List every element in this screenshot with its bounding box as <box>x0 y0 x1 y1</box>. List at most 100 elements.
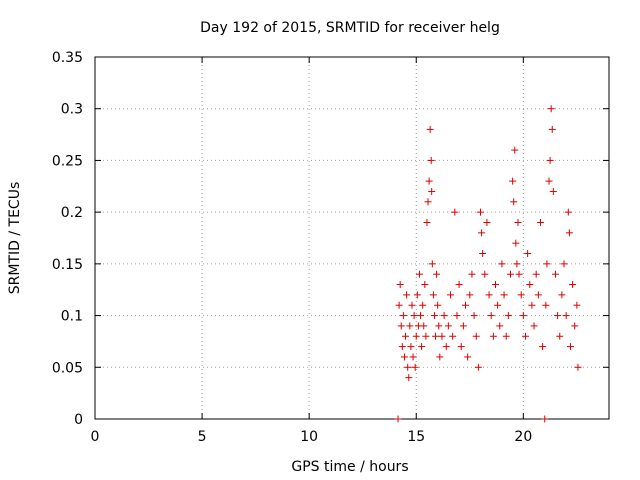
data-point <box>394 415 402 423</box>
data-point <box>419 301 427 309</box>
data-point <box>528 301 536 309</box>
data-point <box>397 322 405 330</box>
data-point <box>434 301 442 309</box>
data-point <box>478 229 486 237</box>
y-tick-label: 0.2 <box>61 205 83 221</box>
data-point <box>400 353 408 361</box>
data-point <box>560 260 568 268</box>
data-point <box>442 343 450 351</box>
data-point <box>455 281 463 289</box>
data-point <box>433 270 441 278</box>
data-point <box>524 250 532 258</box>
data-point <box>428 187 436 195</box>
data-point <box>514 218 522 226</box>
data-point <box>532 270 540 278</box>
data-point <box>464 353 472 361</box>
chart-title: Day 192 of 2015, SRMTID for receiver hel… <box>200 20 500 36</box>
data-point <box>574 363 582 371</box>
data-point <box>402 332 410 340</box>
data-point <box>545 177 553 185</box>
data-point <box>487 312 495 320</box>
data-points <box>394 105 582 423</box>
y-tick-label: 0 <box>74 412 83 428</box>
data-point <box>521 332 529 340</box>
data-point <box>424 198 432 206</box>
data-point <box>407 343 415 351</box>
data-point <box>438 332 446 340</box>
data-point <box>513 260 521 268</box>
data-point <box>571 322 579 330</box>
data-point <box>558 291 566 299</box>
data-point <box>403 291 411 299</box>
data-point <box>542 301 550 309</box>
data-point <box>421 281 429 289</box>
data-point <box>534 291 542 299</box>
data-point <box>426 125 434 133</box>
data-point <box>462 301 470 309</box>
data-point <box>554 312 562 320</box>
data-point <box>548 125 556 133</box>
data-point <box>449 332 457 340</box>
data-point <box>547 105 555 113</box>
data-point <box>415 270 423 278</box>
data-point <box>485 291 493 299</box>
y-axis-label: SRMTID / TECUs <box>7 182 23 295</box>
data-point <box>451 208 459 216</box>
data-point <box>423 218 431 226</box>
data-point <box>483 218 491 226</box>
x-tick-label: 0 <box>91 429 100 445</box>
data-point <box>428 260 436 268</box>
data-point <box>491 281 499 289</box>
y-tick-label: 0.3 <box>61 102 83 118</box>
data-point <box>444 322 452 330</box>
data-point <box>536 218 544 226</box>
y-tick-label: 0.35 <box>52 50 83 66</box>
data-point <box>406 322 414 330</box>
data-point <box>404 363 412 371</box>
data-point <box>425 177 433 185</box>
plot-frame <box>94 56 610 420</box>
data-point <box>494 301 502 309</box>
data-point <box>429 291 437 299</box>
data-point <box>489 332 497 340</box>
data-point <box>410 312 418 320</box>
data-point <box>556 332 564 340</box>
data-point <box>512 239 520 247</box>
data-point <box>500 291 508 299</box>
data-point <box>474 363 482 371</box>
data-point <box>498 260 506 268</box>
data-point <box>549 187 557 195</box>
data-point <box>417 312 425 320</box>
data-point <box>430 312 438 320</box>
data-point <box>468 270 476 278</box>
data-point <box>562 312 570 320</box>
data-point <box>472 332 480 340</box>
data-point <box>435 322 443 330</box>
x-axis-label: GPS time / hours <box>291 459 408 475</box>
data-point <box>396 281 404 289</box>
data-point <box>477 208 484 216</box>
data-point <box>466 291 474 299</box>
data-point <box>481 270 489 278</box>
data-point <box>526 281 534 289</box>
data-point <box>496 322 504 330</box>
data-point <box>457 343 465 351</box>
axis-ticks: 0 5 10 15 20 0 0.05 0.1 0.15 0.2 0.25 0.3 0.35 <box>52 50 609 445</box>
data-point <box>405 374 413 382</box>
data-point <box>566 343 574 351</box>
x-tick-label: 5 <box>198 429 207 445</box>
data-point <box>409 353 417 361</box>
data-point <box>399 312 407 320</box>
data-point <box>546 156 554 164</box>
data-point <box>453 312 461 320</box>
data-point <box>510 198 518 206</box>
data-point <box>418 343 426 351</box>
data-point <box>479 250 487 258</box>
data-point <box>447 291 455 299</box>
data-point <box>543 260 551 268</box>
data-point <box>539 343 547 351</box>
data-point <box>427 156 435 164</box>
data-point <box>506 270 514 278</box>
data-point <box>436 353 444 361</box>
